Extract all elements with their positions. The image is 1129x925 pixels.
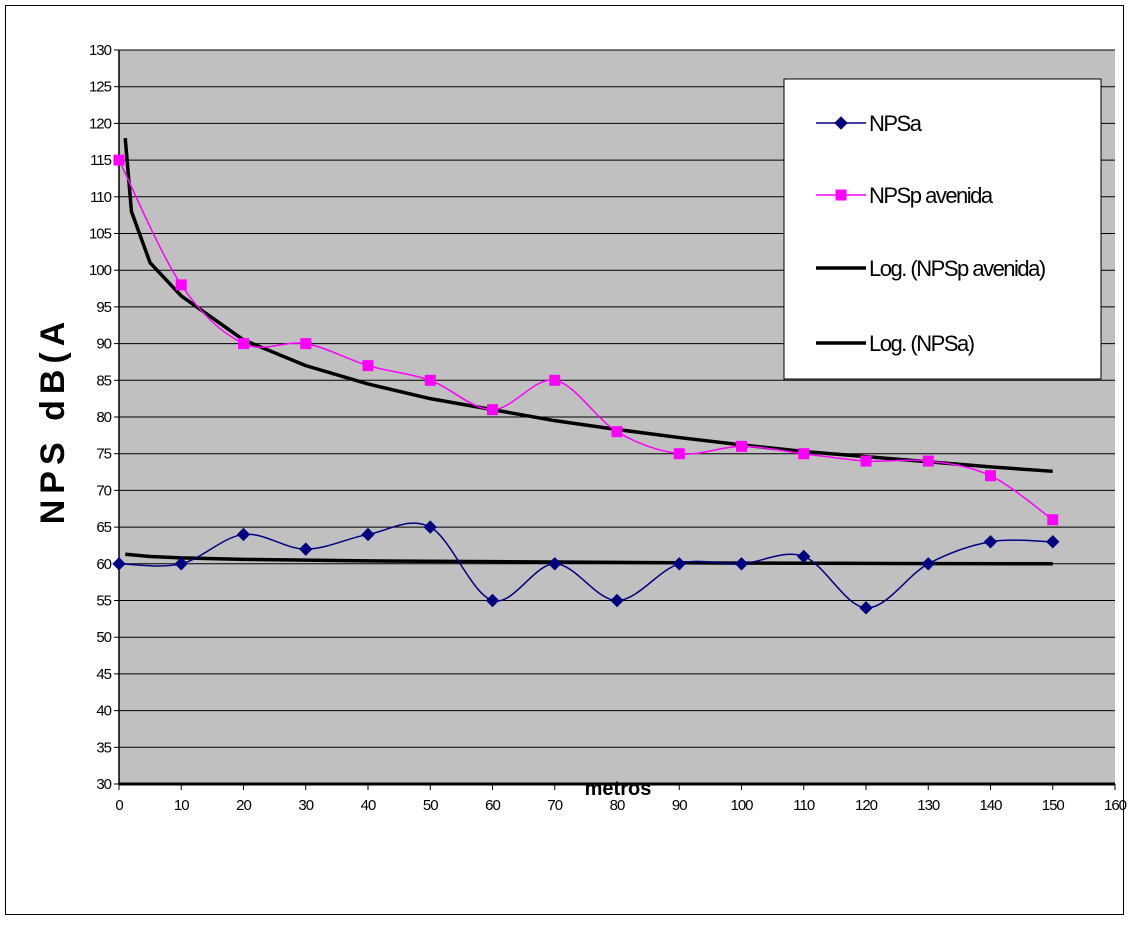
y-tick-label: 60 <box>96 556 111 573</box>
data-point-marker <box>113 154 125 166</box>
x-tick-label: 160 <box>1104 797 1127 814</box>
data-point-marker <box>300 338 312 350</box>
y-tick-label: 90 <box>96 336 111 353</box>
data-point-marker <box>174 557 188 571</box>
y-tick-label: 85 <box>96 372 111 389</box>
legend-label: NPSp avenida <box>869 183 994 208</box>
series-trend-3 <box>125 552 1053 566</box>
x-tick-label: 60 <box>485 797 500 814</box>
data-point-marker <box>797 549 811 564</box>
legend-item: Log. (NPSa) <box>816 331 975 356</box>
x-tick-label: 150 <box>1042 797 1065 814</box>
y-axis-label: NPS dB(A <box>34 316 72 525</box>
y-tick-label: 80 <box>96 409 111 426</box>
data-point-marker <box>985 470 996 482</box>
data-point-marker <box>610 593 624 608</box>
y-tick-label: 30 <box>96 776 111 793</box>
x-tick-label: 90 <box>672 797 687 814</box>
y-tick-label: 105 <box>89 226 112 243</box>
data-point-marker <box>424 374 436 386</box>
x-tick-label: 50 <box>423 797 438 814</box>
x-tick-label: 10 <box>174 797 189 814</box>
data-point-marker <box>362 360 374 372</box>
data-point-marker <box>611 426 623 438</box>
y-tick-label: 65 <box>96 519 111 536</box>
series-1 <box>113 154 1059 526</box>
x-tick-label: 80 <box>610 797 625 814</box>
x-tick-label: 40 <box>361 797 376 814</box>
legend-box <box>783 78 1102 380</box>
data-point-marker <box>734 557 749 571</box>
series-0 <box>112 520 1060 615</box>
legend-item: Log. (NPSp avenida) <box>816 256 1046 281</box>
data-point-marker <box>798 448 810 460</box>
x-tick-label: 70 <box>547 797 562 814</box>
data-point-marker <box>983 535 998 549</box>
x-axis-label: metros <box>585 778 652 800</box>
x-tick-label: 0 <box>115 797 123 814</box>
series-line <box>118 522 1053 609</box>
legend-swatch-marker <box>834 116 848 130</box>
data-point-marker <box>1047 514 1059 526</box>
y-tick-label: 50 <box>96 629 111 646</box>
y-tick-label: 45 <box>96 666 111 683</box>
data-point-marker <box>485 593 500 608</box>
x-tick-label: 120 <box>855 797 878 814</box>
x-tick-label: 130 <box>917 797 940 814</box>
series-trend-2 <box>123 137 1053 474</box>
x-tick-label: 30 <box>298 797 313 814</box>
data-point-marker <box>112 557 126 571</box>
y-tick-label: 115 <box>90 152 112 169</box>
data-point-marker <box>175 279 187 291</box>
data-point-marker <box>860 455 872 467</box>
y-tick-label: 100 <box>89 262 112 279</box>
y-tick-label: 110 <box>90 189 112 206</box>
data-point-marker <box>859 601 873 615</box>
y-tick-label: 35 <box>96 739 111 756</box>
legend-swatch-marker <box>835 189 847 201</box>
gridlines <box>119 49 1115 748</box>
data-point-marker <box>549 374 561 386</box>
x-tick-label: 110 <box>793 797 815 814</box>
y-tick-label: 130 <box>89 42 112 59</box>
data-point-marker <box>922 455 934 467</box>
y-tick-label: 125 <box>89 79 112 96</box>
legend-label: Log. (NPSp avenida) <box>869 256 1045 281</box>
axes <box>114 49 1116 790</box>
legend-label: NPSa <box>869 111 923 136</box>
series-layer <box>112 137 1060 615</box>
legend-label: Log. (NPSa) <box>869 331 974 356</box>
data-point-marker <box>423 520 437 534</box>
y-tick-label: 75 <box>96 446 111 463</box>
y-tick-label: 95 <box>96 299 111 316</box>
legend: NPSa NPSp avenida Log. (NPSp avenida) Log. … <box>816 111 1046 356</box>
legend-item: NPSa <box>816 111 924 136</box>
data-point-marker <box>236 527 251 542</box>
data-point-marker <box>736 440 747 452</box>
y-tick-label: 70 <box>96 482 111 499</box>
trendline-path <box>123 137 1053 474</box>
data-point-marker <box>361 527 375 542</box>
legend-item: NPSp avenida <box>816 183 995 208</box>
data-point-marker <box>673 448 685 460</box>
data-point-marker <box>299 542 313 556</box>
x-tick-label: 20 <box>236 797 251 814</box>
trendline-path <box>125 552 1053 566</box>
data-point-marker <box>548 557 562 571</box>
data-point-marker <box>487 404 498 416</box>
x-tick-labels: 0 10 20 30 40 50 60 70 80 90 100 110 120 130 140 150 160 <box>115 797 1127 814</box>
series-line <box>118 159 1054 521</box>
x-tick-label: 140 <box>979 797 1002 814</box>
x-tick-label: 100 <box>730 797 753 814</box>
y-tick-label: 40 <box>96 703 111 720</box>
y-tick-label: 55 <box>96 593 111 610</box>
y-tick-label: 120 <box>89 115 112 132</box>
data-point-marker <box>238 338 249 350</box>
data-point-marker <box>672 557 686 571</box>
data-point-marker <box>1046 535 1060 549</box>
y-tick-labels: 30 35 40 45 50 55 60 65 70 75 80 85 90 95 100 105 110 115… <box>89 42 113 793</box>
data-point-marker <box>921 557 935 571</box>
